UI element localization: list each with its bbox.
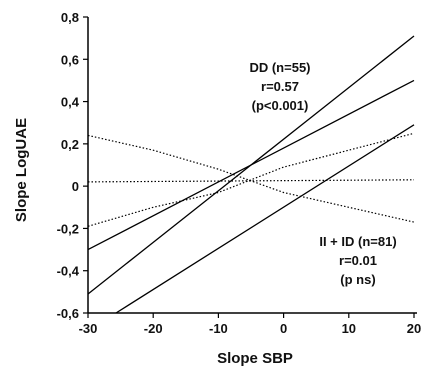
x-tick-label: -30 (79, 321, 98, 336)
x-axis-ticks: -30 -20 -10 0 10 20 (79, 313, 421, 336)
annotation-dd-line-2: r=0.57 (261, 79, 299, 94)
y-tick-label: 0,4 (61, 95, 80, 110)
y-tick-label: -0,6 (57, 306, 79, 321)
annotation-dd-line-1: DD (n=55) (249, 60, 310, 75)
ii-id-ci-band-line (87, 132, 415, 227)
dd-upper-ci-line (87, 35, 415, 295)
y-axis-ticks: 0,8 0,6 0,4 0,2 0 -0,2 -0,4 -0,6 (57, 10, 88, 321)
series-group (87, 35, 415, 314)
annotation-ii-id: II + ID (n=81) r=0.01 (p ns) (319, 234, 396, 287)
dd-lower-ci-line (115, 124, 415, 314)
y-tick-label: 0,8 (61, 10, 79, 25)
y-tick-label: 0,6 (61, 52, 79, 67)
annotation-dd: DD (n=55) r=0.57 (p<0.001) (249, 60, 310, 113)
x-tick-label: -10 (209, 321, 228, 336)
x-tick-label: 0 (280, 321, 287, 336)
annotation-dd-line-3: (p<0.001) (252, 98, 309, 113)
y-tick-label: 0,2 (61, 137, 79, 152)
y-axis-title: Slope LogUAE (13, 118, 30, 222)
annotation-ii-id-line-2: r=0.01 (339, 253, 377, 268)
x-tick-label: -20 (144, 321, 163, 336)
y-tick-label: -0,2 (57, 221, 79, 236)
x-tick-label: 20 (407, 321, 421, 336)
ii-id-ci-band-line (87, 134, 415, 223)
y-tick-label: 0 (72, 179, 79, 194)
annotation-ii-id-line-1: II + ID (n=81) (319, 234, 396, 249)
x-axis-title: Slope SBP (217, 350, 293, 367)
x-tick-label: 10 (342, 321, 356, 336)
y-tick-label: -0,4 (57, 264, 80, 279)
annotation-ii-id-line-3: (p ns) (340, 272, 375, 287)
